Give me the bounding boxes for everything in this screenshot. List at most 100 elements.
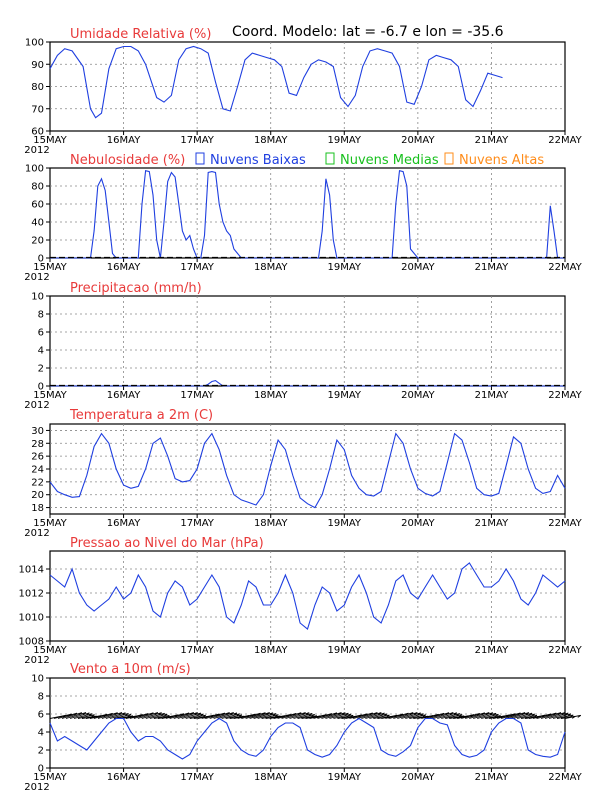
- wind-vector: [285, 712, 306, 719]
- wind-vector: [317, 712, 338, 719]
- wind-vector-head: [125, 713, 129, 716]
- x-year-label: 2012: [24, 400, 49, 411]
- wind-vector-head: [158, 712, 162, 716]
- x-tick-label: 16MAY: [107, 645, 141, 656]
- wind-vector: [137, 712, 158, 719]
- y-tick-label: 80: [31, 82, 44, 93]
- wind-vector: [109, 713, 129, 719]
- y-tick-label: 1012: [19, 589, 44, 600]
- y-tick-label: 90: [31, 60, 44, 71]
- series-line-pressure-0: [49, 562, 566, 630]
- wind-vector: [309, 714, 327, 719]
- wind-vector: [81, 715, 97, 719]
- wind-vector: [57, 712, 78, 719]
- legend-label-high: Nuvens Altas: [459, 153, 544, 168]
- x-tick-label: 22MAY: [548, 262, 582, 273]
- x-tick-label: 20MAY: [401, 390, 435, 401]
- x-year-label: 2012: [24, 655, 49, 666]
- wind-vector: [544, 712, 566, 719]
- wind-vector: [169, 712, 190, 719]
- panel-title: Nebulosidade (%): [70, 153, 185, 168]
- wind-vector: [261, 714, 279, 719]
- wind-vector: [552, 713, 572, 719]
- y-tick-label: 0: [38, 254, 44, 265]
- wind-vector: [329, 712, 349, 719]
- wind-vector: [461, 713, 480, 719]
- y-tick-label: 0: [38, 382, 44, 393]
- x-tick-label: 17MAY: [180, 135, 214, 146]
- x-tick-label: 16MAY: [107, 772, 141, 783]
- panel-title: Precipitacao (mm/h): [70, 281, 202, 296]
- x-tick-label: 22MAY: [548, 135, 582, 146]
- wind-vector: [69, 712, 90, 719]
- wind-vector: [313, 713, 332, 719]
- y-tick-label: 100: [25, 38, 44, 49]
- wind-vector: [393, 712, 414, 719]
- wind-vector: [337, 714, 354, 719]
- y-tick-label: 22: [31, 477, 44, 488]
- wind-vector: [481, 713, 499, 719]
- wind-vector: [237, 713, 256, 719]
- wind-vector: [221, 713, 240, 719]
- wind-vector-head: [122, 712, 126, 716]
- wind-vector: [289, 712, 310, 719]
- legend-swatch-high: [444, 152, 454, 165]
- wind-vector: [141, 712, 162, 719]
- wind-vector-head: [345, 712, 349, 716]
- wind-vector: [153, 715, 170, 719]
- wind-vector: [441, 713, 460, 719]
- y-tick-label: 1014: [19, 565, 44, 576]
- x-tick-label: 20MAY: [401, 772, 435, 783]
- wind-vector: [457, 714, 475, 719]
- wind-vector-head: [269, 712, 274, 716]
- series-line-temp-0: [49, 432, 566, 509]
- wind-vector-head: [272, 713, 277, 716]
- wind-vector: [201, 713, 220, 719]
- legend-label-low: Nuvens Baixas: [210, 153, 306, 168]
- wind-vector: [297, 713, 315, 719]
- wind-vector: [217, 712, 238, 719]
- wind-vector: [145, 712, 165, 719]
- wind-vector: [277, 712, 297, 719]
- wind-vector-head: [420, 713, 424, 717]
- y-tick-label: 28: [31, 439, 44, 450]
- x-tick-label: 20MAY: [401, 645, 435, 656]
- wind-vector: [353, 712, 373, 719]
- wind-vector: [536, 712, 557, 719]
- panel-precip: 0 2 4 6 8 10 15MAY 16MAY 17MAY 18MAY 19MAY 20MAY 21M…: [24, 281, 582, 411]
- wind-vector: [369, 713, 388, 719]
- x-tick-label: 18MAY: [254, 135, 288, 146]
- x-tick-label: 21MAY: [475, 645, 509, 656]
- wind-vector: [293, 712, 313, 719]
- x-year-label: 2012: [24, 272, 49, 283]
- wind-vector: [149, 713, 168, 719]
- x-tick-label: 22MAY: [548, 645, 582, 656]
- y-tick-label: 4: [38, 728, 44, 739]
- wind-vector-head: [456, 713, 460, 716]
- wind-vector-head: [236, 713, 240, 717]
- wind-vector: [185, 713, 204, 719]
- panel-wind: 0 2 4 6 8 10 15MAY 16MAY 17MAY 18MAY 19MAY 20MAY 21M…: [24, 662, 582, 793]
- y-tick-label: 0: [38, 764, 44, 775]
- x-tick-label: 16MAY: [107, 262, 141, 273]
- wind-vector-head: [531, 713, 535, 717]
- legend-label-mid: Nuvens Medias: [340, 153, 439, 168]
- legend-swatch-low: [195, 152, 205, 165]
- wind-vector-head: [453, 712, 458, 716]
- y-tick-label: 18: [31, 503, 44, 514]
- wind-vector: [421, 713, 439, 719]
- wind-vector: [449, 715, 465, 719]
- wind-vector: [89, 713, 108, 719]
- wind-vector: [61, 712, 82, 719]
- wind-vector: [485, 715, 501, 719]
- wind-vector: [385, 713, 404, 719]
- y-tick-label: 60: [31, 127, 44, 138]
- wind-vector: [425, 712, 445, 719]
- header-coordinates: Coord. Modelo: lat = -6.7 e lon = -35.6: [232, 24, 504, 40]
- wind-vector: [281, 712, 302, 719]
- x-tick-label: 17MAY: [180, 518, 214, 529]
- x-tick-label: 19MAY: [328, 772, 362, 783]
- wind-vector: [465, 712, 485, 719]
- y-tick-label: 20: [31, 236, 44, 247]
